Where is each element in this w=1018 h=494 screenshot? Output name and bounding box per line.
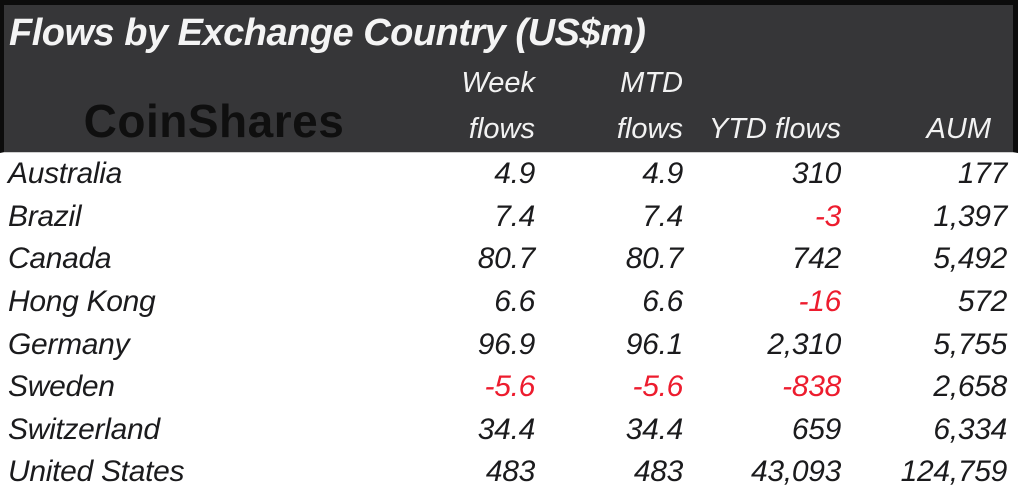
table-row: Canada 80.7 80.7 742 5,492 <box>0 238 1018 281</box>
table-row: Australia 4.9 4.9 310 177 <box>0 153 1018 196</box>
country-cell: Australia <box>8 157 123 191</box>
aum-value-cell: 2,658 <box>933 370 1007 404</box>
ytd-value-cell: -3 <box>814 199 841 233</box>
table-row: United States 483 483 43,093 124,759 <box>0 451 1018 494</box>
country-cell: Hong Kong <box>8 285 156 319</box>
aum-value-cell: 177 <box>957 157 1007 191</box>
coinshares-logo: CoinShares <box>83 95 345 147</box>
mtd-value-cell: -5.6 <box>632 370 684 404</box>
mtd-value-cell: 80.7 <box>625 242 684 276</box>
week-value-cell: 6.6 <box>494 285 535 319</box>
week-value-cell: 7.4 <box>494 199 535 233</box>
country-cell: Switzerland <box>8 412 160 446</box>
column-header-line: Week <box>461 67 535 99</box>
table-row: Hong Kong 6.6 6.6 -16 572 <box>0 281 1018 324</box>
aum-value-cell: 5,755 <box>933 327 1007 361</box>
ytd-value-cell: 43,093 <box>751 455 841 489</box>
week-value-cell: 483 <box>485 455 535 489</box>
aum-value-cell: 5,492 <box>933 242 1007 276</box>
week-value-cell: 34.4 <box>477 412 536 446</box>
table-row: Sweden -5.6 -5.6 -838 2,658 <box>0 366 1018 409</box>
column-header-aum: AUM <box>841 106 1002 152</box>
mtd-value-cell: 4.9 <box>642 157 683 191</box>
column-header-line: flows <box>468 113 535 145</box>
table-row: Brazil 7.4 7.4 -3 1,397 <box>0 196 1018 239</box>
aum-value-cell: 1,397 <box>933 199 1007 233</box>
table-row: Germany 96.9 96.1 2,310 5,755 <box>0 323 1018 366</box>
aum-value-cell: 124,759 <box>900 455 1008 489</box>
week-value-cell: 80.7 <box>477 242 536 276</box>
table-body: Australia 4.9 4.9 310 177 Brazil 7.4 7.4 -3 1,397… <box>0 153 1018 494</box>
column-header-line: AUM <box>926 113 991 145</box>
column-header-mtd-flows: MTD flows <box>535 60 683 152</box>
country-cell: Brazil <box>8 199 82 233</box>
mtd-value-cell: 34.4 <box>625 412 684 446</box>
country-cell: Canada <box>8 242 112 276</box>
mtd-value-cell: 96.1 <box>625 327 684 361</box>
column-header-ytd-flows: YTD flows <box>683 106 841 152</box>
country-cell: Germany <box>8 327 130 361</box>
mtd-value-cell: 7.4 <box>642 199 683 233</box>
column-header-line: flows <box>616 113 683 145</box>
mtd-value-cell: 483 <box>633 455 683 489</box>
column-header-line: YTD flows <box>708 113 841 145</box>
ytd-value-cell: 310 <box>791 157 841 191</box>
ytd-value-cell: 742 <box>791 242 841 276</box>
page-title: Flows by Exchange Country (US$m) <box>9 12 646 54</box>
table-header: Flows by Exchange Country (US$m) CoinSha… <box>0 0 1018 153</box>
week-value-cell: 4.9 <box>494 157 535 191</box>
week-value-cell: 96.9 <box>477 327 536 361</box>
flows-table: Australia 4.9 4.9 310 177 Brazil 7.4 7.4 -3 1,397… <box>0 153 1018 494</box>
mtd-value-cell: 6.6 <box>642 285 683 319</box>
column-header-week-flows: Week flows <box>380 60 535 152</box>
ytd-value-cell: 2,310 <box>767 327 841 361</box>
aum-value-cell: 6,334 <box>933 412 1007 446</box>
logo-cell: CoinShares <box>4 57 380 152</box>
aum-value-cell: 572 <box>957 285 1007 319</box>
country-cell: United States <box>8 455 185 489</box>
country-cell: Sweden <box>8 370 115 404</box>
ytd-value-cell: -16 <box>798 285 842 319</box>
column-header-row: CoinShares Week flows MTD flows YTD flow… <box>4 57 1013 152</box>
ytd-value-cell: -838 <box>782 370 841 404</box>
ytd-value-cell: 659 <box>791 412 841 446</box>
table-row: Switzerland 34.4 34.4 659 6,334 <box>0 409 1018 452</box>
week-value-cell: -5.6 <box>484 370 536 404</box>
column-header-line: MTD <box>620 67 683 99</box>
